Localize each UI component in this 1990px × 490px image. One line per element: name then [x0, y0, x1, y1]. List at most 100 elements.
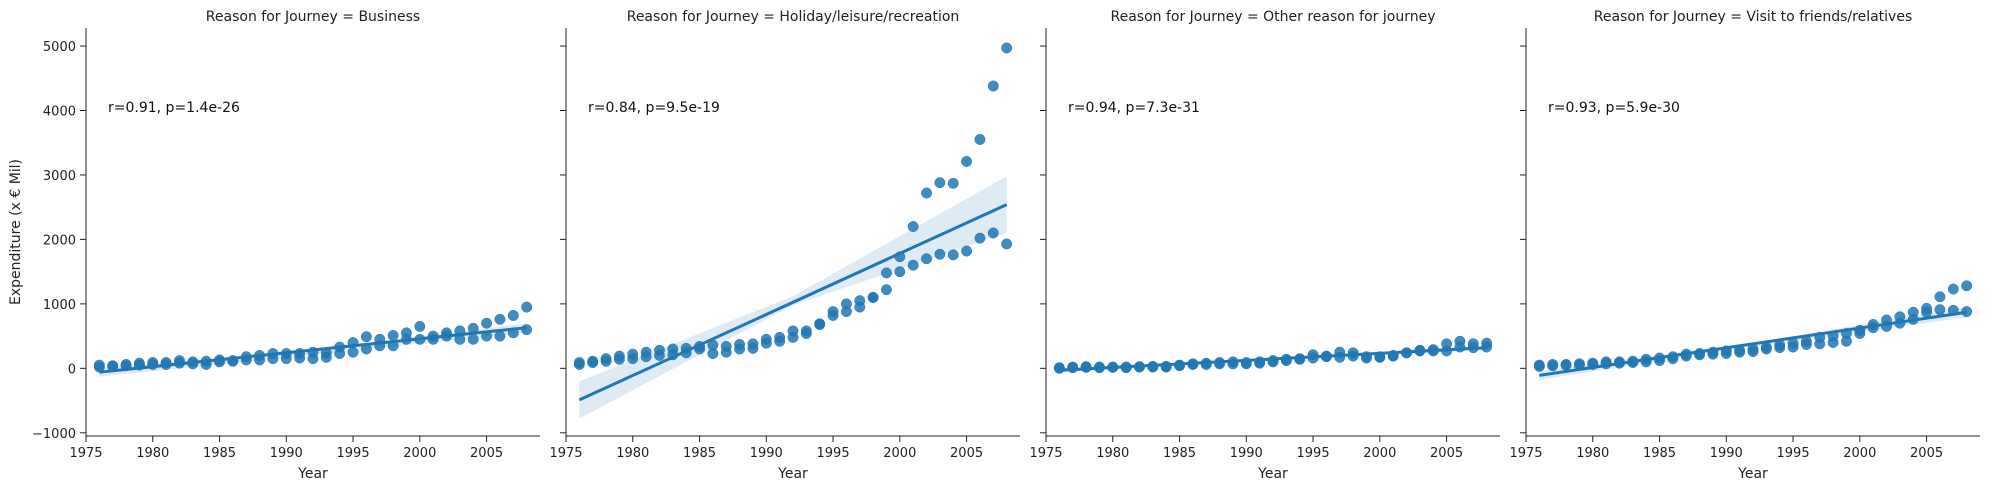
x-tick-label: 1985	[203, 446, 236, 461]
y-tick-label: 5000	[43, 40, 76, 55]
data-point	[800, 325, 812, 337]
panel-3: Reason for Journey = Other reason for jo…	[1029, 9, 1500, 482]
data-point	[521, 301, 533, 313]
x-tick-label: 1980	[1576, 446, 1609, 461]
panel-title: Reason for Journey = Business	[206, 9, 420, 25]
regression-line	[1059, 346, 1487, 372]
x-tick-label: 1985	[683, 446, 716, 461]
x-tick-label: 2000	[1843, 446, 1876, 461]
data-point	[1947, 283, 1959, 295]
data-point	[921, 253, 932, 265]
x-tick-label: 1990	[750, 446, 783, 461]
correlation-annotation: r=0.93, p=5.9e-30	[1548, 100, 1680, 116]
data-point	[1921, 302, 1933, 314]
x-tick-label: 2005	[1910, 446, 1943, 461]
x-tick-label: 1990	[1230, 446, 1263, 461]
y-tick-label: 0	[68, 362, 76, 377]
panel-title: Reason for Journey = Holiday/leisure/rec…	[627, 9, 960, 25]
data-point	[1961, 280, 1973, 292]
data-point	[613, 350, 625, 362]
x-tick-label: 1995	[337, 446, 370, 461]
y-tick-label: −1000	[32, 427, 76, 442]
x-tick-label: 1990	[270, 446, 303, 461]
panel-title: Reason for Journey = Visit to friends/re…	[1594, 9, 1913, 25]
x-tick-label: 1985	[1163, 446, 1196, 461]
x-tick-label: 1990	[1710, 446, 1743, 461]
data-point	[1347, 347, 1359, 359]
data-point	[1934, 304, 1946, 316]
x-tick-label: 1975	[549, 446, 582, 461]
x-axis-label: Year	[297, 466, 328, 482]
data-point	[961, 245, 973, 257]
data-point	[1441, 338, 1453, 350]
data-point	[827, 306, 839, 318]
correlation-annotation: r=0.94, p=7.3e-31	[1068, 100, 1200, 116]
regression-line	[578, 203, 1008, 402]
x-tick-label: 1995	[817, 446, 850, 461]
x-tick-label: 1975	[69, 446, 102, 461]
x-axis-label: Year	[777, 466, 808, 482]
data-point	[1547, 359, 1559, 370]
data-point	[934, 248, 946, 260]
data-point	[573, 357, 585, 368]
y-tick-label: 4000	[43, 105, 76, 120]
data-point	[521, 324, 533, 336]
x-axis-label: Year	[1737, 466, 1768, 482]
data-point	[587, 355, 599, 367]
data-point	[747, 338, 759, 350]
data-point	[774, 331, 786, 343]
panel-1: Reason for Journey = Business −1000 0 1000 2…	[32, 9, 540, 482]
data-point	[907, 221, 919, 232]
y-axis-label: Expenditure (x € Mil)	[8, 159, 24, 305]
x-tick-label: 2000	[883, 446, 916, 461]
x-tick-label: 1980	[616, 446, 649, 461]
data-point	[907, 259, 919, 271]
x-tick-label: 1995	[1297, 446, 1330, 461]
data-point	[467, 333, 479, 345]
x-tick-label: 1995	[1777, 446, 1810, 461]
data-point	[867, 291, 879, 303]
data-point	[667, 343, 679, 355]
x-axis-label: Year	[1257, 466, 1288, 482]
data-point	[627, 348, 639, 360]
data-point	[401, 327, 412, 339]
data-point	[961, 155, 973, 167]
data-point	[987, 227, 999, 239]
data-point	[481, 317, 493, 329]
data-point	[881, 284, 892, 296]
x-tick-label: 2005	[470, 446, 503, 461]
y-tick-label: 1000	[43, 298, 76, 313]
panel-2: Reason for Journey = Holiday/leisure/rec…	[549, 9, 1020, 482]
data-point	[494, 313, 506, 325]
x-tick-label: 1975	[1029, 446, 1062, 461]
data-point	[787, 325, 799, 337]
x-tick-label: 1985	[1643, 446, 1676, 461]
y-tick-label: 2000	[43, 233, 76, 248]
x-tick-label: 1975	[1509, 446, 1542, 461]
x-tick-label: 2005	[950, 446, 983, 461]
data-point	[1454, 335, 1466, 347]
data-point	[734, 339, 746, 350]
data-point	[974, 232, 986, 244]
data-point	[720, 340, 732, 352]
data-point	[507, 310, 519, 321]
data-point	[654, 344, 665, 356]
correlation-annotation: r=0.91, p=1.4e-26	[108, 100, 240, 116]
data-point	[640, 346, 652, 358]
regression-line	[99, 326, 527, 374]
data-point	[1907, 306, 1919, 318]
data-point	[387, 330, 399, 341]
data-point	[1001, 238, 1013, 250]
data-point	[360, 331, 372, 343]
data-point	[600, 353, 612, 365]
y-tick-label: 3000	[43, 169, 76, 184]
data-point	[894, 266, 906, 278]
data-point	[1533, 359, 1545, 371]
x-tick-label: 1980	[1096, 446, 1129, 461]
panel-title: Reason for Journey = Other reason for jo…	[1111, 9, 1436, 25]
confidence-band	[579, 176, 1007, 419]
x-tick-label: 2005	[1430, 446, 1463, 461]
x-tick-label: 2000	[1363, 446, 1396, 461]
data-point	[921, 187, 932, 199]
x-tick-label: 2000	[403, 446, 436, 461]
